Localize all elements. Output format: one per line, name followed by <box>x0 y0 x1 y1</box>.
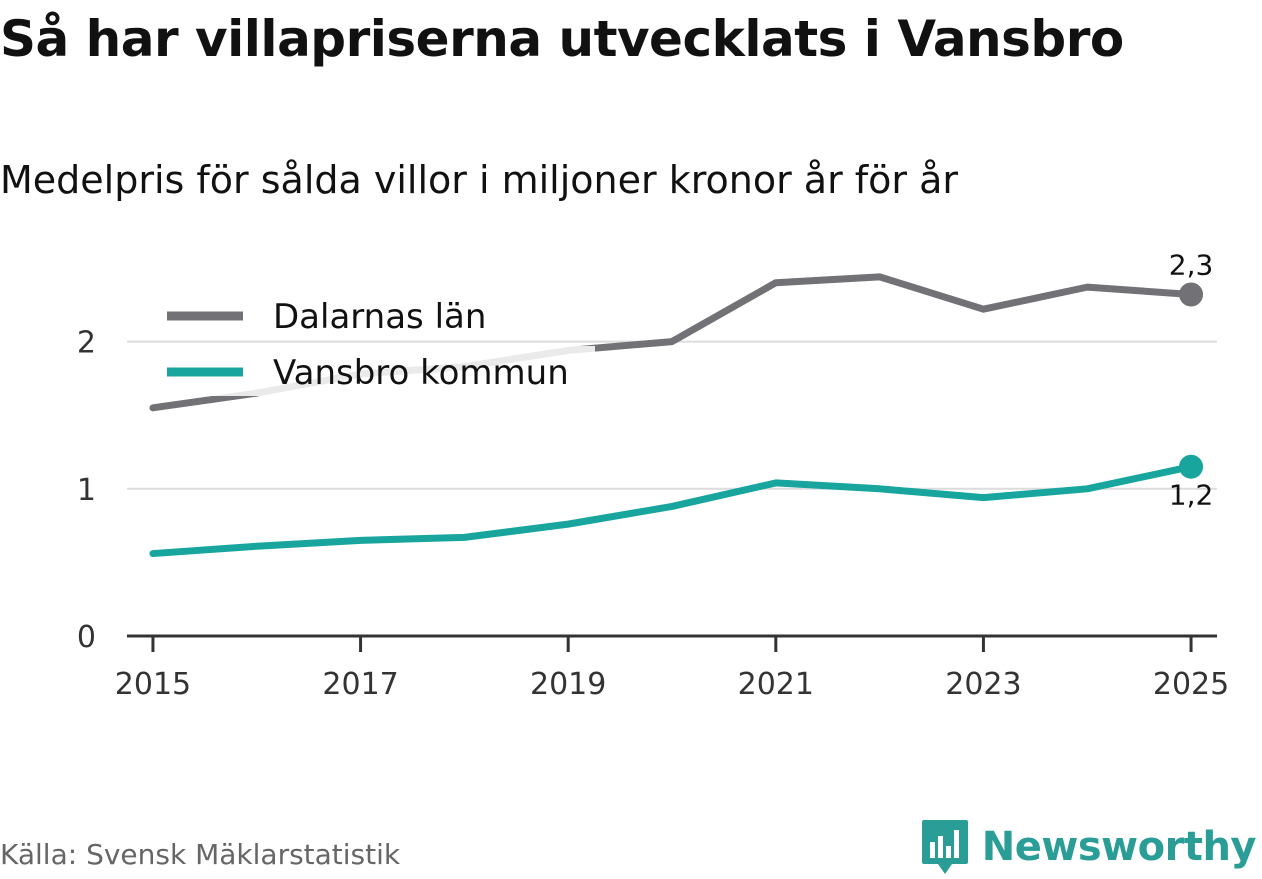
source-note: Källa: Svensk Mäklarstatistik <box>0 838 401 871</box>
x-tick-label: 2025 <box>1153 667 1229 702</box>
y-tick-label: 2 <box>77 326 96 361</box>
page-subtitle: Medelpris för sålda villor i miljoner kr… <box>0 158 959 202</box>
legend: Dalarnas län Vansbro kommun <box>155 290 595 396</box>
end-label-dalarnas-lan: 2,3 <box>1169 248 1214 281</box>
legend-label: Dalarnas län <box>273 297 486 337</box>
legend-item-dalarnas-lan: Dalarnas län <box>155 290 595 340</box>
legend-label: Vansbro kommun <box>273 353 569 393</box>
page-title: Så har villapriserna utvecklats i Vansbr… <box>0 10 1124 68</box>
x-tick-label: 2023 <box>945 667 1021 702</box>
label-layer: 2,3 1,2 <box>1169 248 1214 511</box>
end-point-dalarnas-lan <box>1179 282 1204 307</box>
newsworthy-logo-icon <box>921 820 968 874</box>
brand-name: Newsworthy <box>981 824 1257 870</box>
x-tick-label: 2021 <box>738 667 814 702</box>
y-tick-label: 0 <box>77 620 96 655</box>
legend-item-vansbro-kommun: Vansbro kommun <box>155 346 595 396</box>
end-point-vansbro-kommun <box>1179 454 1204 479</box>
brand: Newsworthy <box>920 818 1257 876</box>
x-tick-label: 2015 <box>115 667 191 702</box>
x-tick-label: 2019 <box>530 667 606 702</box>
series-line-vansbro-kommun <box>149 463 1195 558</box>
y-tick-label: 1 <box>77 473 96 508</box>
axis-layer: 0 1 2 2015 2017 2019 2021 2023 2025 <box>77 326 1229 702</box>
x-tick-label: 2017 <box>322 667 398 702</box>
end-label-vansbro-kommun: 1,2 <box>1169 479 1214 512</box>
